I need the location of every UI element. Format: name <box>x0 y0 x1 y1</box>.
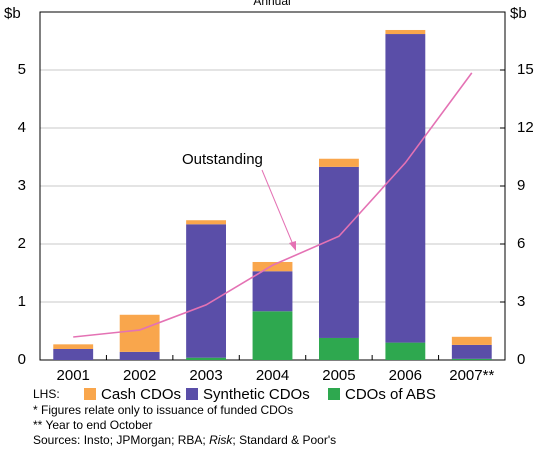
legend-label: Cash CDOs <box>101 386 181 403</box>
note: ** Year to end October <box>33 418 152 432</box>
y-tick-label: 3 <box>18 177 26 194</box>
line <box>73 72 473 338</box>
y-tick-label: 5 <box>18 61 26 78</box>
bar <box>252 271 293 312</box>
legend-swatch <box>186 388 198 400</box>
bar <box>53 348 94 360</box>
y2-tick-label: 12 <box>517 119 534 136</box>
x-tick-label: 2005 <box>322 367 355 384</box>
y2-tick-label: 3 <box>517 293 525 310</box>
bar <box>252 261 293 272</box>
x-tick-label: 2003 <box>189 367 222 384</box>
bar <box>319 337 359 360</box>
x-tick-label: 2004 <box>256 367 289 384</box>
bar <box>451 344 492 359</box>
y-tick-label: 0 <box>18 351 26 368</box>
legend-swatch <box>328 388 340 400</box>
y-unit: $b <box>4 5 21 22</box>
bar <box>186 357 226 360</box>
bar <box>451 336 492 345</box>
x-tick-label: 2007** <box>449 367 494 384</box>
legend-label: CDOs of ABS <box>345 386 436 403</box>
y-tick-label: 4 <box>18 119 26 136</box>
bar <box>319 158 359 167</box>
bar <box>186 224 226 358</box>
sources-part: Risk <box>209 433 233 447</box>
bar <box>319 166 359 338</box>
bar <box>119 314 160 352</box>
bar <box>451 358 492 360</box>
bar <box>385 34 426 343</box>
x-tick-label: 2002 <box>123 367 156 384</box>
sources: Sources: Insto; JPMorgan; RBA; Risk; Sta… <box>33 433 336 447</box>
bar <box>119 351 160 360</box>
annotation-arrow <box>261 169 295 248</box>
bar <box>186 220 226 225</box>
bar <box>385 342 426 360</box>
legend-swatch <box>84 388 96 400</box>
y2-tick-label: 6 <box>517 235 525 252</box>
chart-title: Annual <box>253 0 290 8</box>
y2-unit: $b <box>510 5 527 22</box>
y2-tick-label: 9 <box>517 177 525 194</box>
legend-prefix: LHS: <box>33 387 60 401</box>
annotation-arrowhead <box>289 241 296 251</box>
y2-tick-label: 15 <box>517 61 534 78</box>
sources-part: Sources: Insto; JPMorgan; RBA; <box>33 433 209 447</box>
y-tick-label: 2 <box>18 235 26 252</box>
x-tick-label: 2006 <box>389 367 422 384</box>
note: * Figures relate only to issuance of fun… <box>33 403 293 417</box>
bar <box>385 29 426 35</box>
legend-label: Synthetic CDOs <box>203 386 310 403</box>
bar <box>53 344 94 349</box>
x-tick-label: 2001 <box>57 367 90 384</box>
bar <box>252 311 293 360</box>
line-annotation: Outstanding <box>182 151 263 168</box>
y-tick-label: 1 <box>18 293 26 310</box>
sources-part: ; Standard & Poor's <box>232 433 336 447</box>
y2-tick-label: 0 <box>517 351 525 368</box>
